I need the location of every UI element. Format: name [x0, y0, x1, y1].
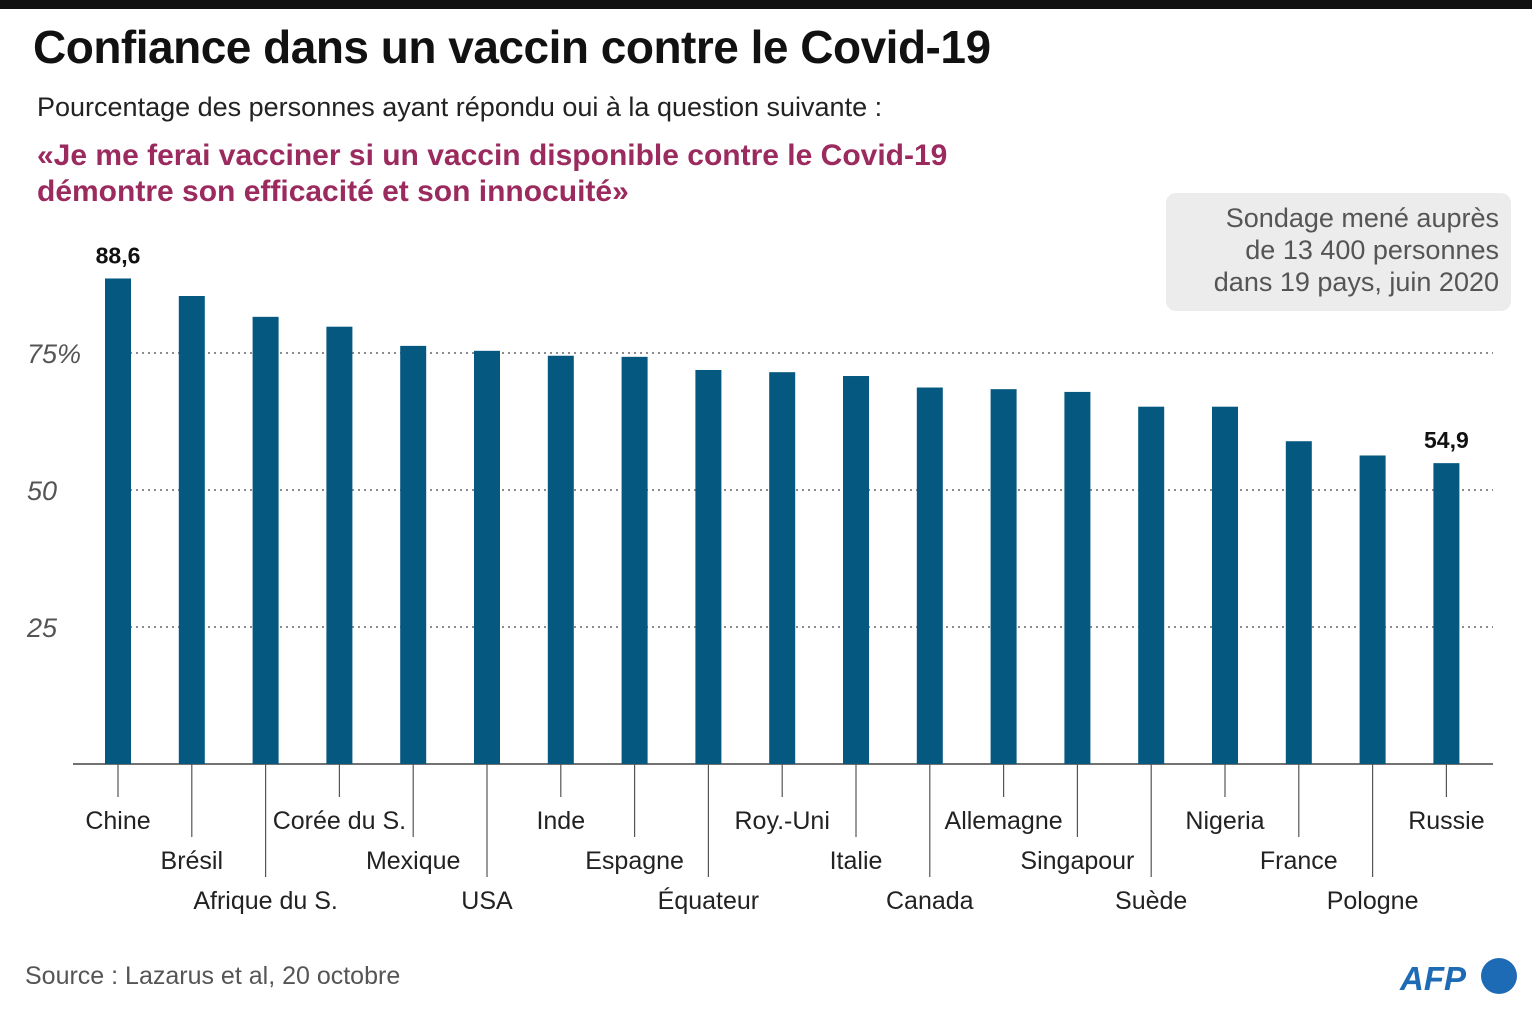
category-label-singapour: Singapour — [1020, 847, 1134, 875]
bar-roy-uni — [769, 372, 796, 764]
bar-cor-e-du-s — [326, 326, 353, 764]
chart-title: Confiance dans un vaccin contre le Covid… — [33, 21, 991, 73]
category-label-mexique: Mexique — [366, 847, 461, 875]
bar-italie — [843, 376, 869, 764]
category-label--quateur: Équateur — [658, 886, 759, 915]
category-label-inde: Inde — [536, 807, 585, 835]
category-label-russie: Russie — [1408, 807, 1484, 835]
top-rule — [0, 0, 1532, 9]
category-label-allemagne: Allemagne — [945, 807, 1063, 835]
bar-usa — [474, 350, 500, 764]
bar-espagne — [621, 356, 648, 764]
afp-logo-dot — [1481, 958, 1517, 994]
bar-canada — [916, 387, 943, 764]
survey-question-line-2: démontre son efficacité et son innocuité… — [37, 175, 629, 208]
bar--quateur — [695, 369, 722, 764]
survey-note-line-1: Sondage mené auprès — [1225, 203, 1499, 233]
category-label-pologne: Pologne — [1327, 887, 1419, 915]
category-label-afrique-du-s: Afrique du S. — [193, 887, 338, 915]
bar-mexique — [400, 345, 427, 764]
bar-france — [1285, 441, 1312, 764]
y-tick-label-25: 25 — [26, 613, 58, 643]
bar-br-sil — [178, 296, 205, 764]
survey-question: «Je me ferai vacciner si un vaccin dispo… — [37, 138, 1087, 210]
chart-subtitle: Pourcentage des personnes ayant répondu … — [37, 92, 883, 122]
bar-chine — [105, 278, 131, 764]
survey-note-box: Sondage mené auprès de 13 400 personnes … — [1166, 193, 1511, 311]
category-label-nigeria: Nigeria — [1185, 807, 1264, 835]
category-label-su-de: Suède — [1115, 887, 1187, 915]
category-label-canada: Canada — [886, 887, 974, 915]
afp-logo: AFP — [1399, 958, 1517, 997]
bar-afrique-du-s — [252, 316, 279, 764]
bar-pologne — [1359, 455, 1386, 764]
category-label-cor-e-du-s: Corée du S. — [273, 807, 406, 835]
afp-logo-text: AFP — [1399, 960, 1467, 997]
survey-note-line-3: dans 19 pays, juin 2020 — [1213, 267, 1499, 297]
data-label-chine: 88,6 — [96, 242, 141, 268]
y-tick-label-50: 50 — [27, 476, 57, 506]
bar-russie — [1433, 463, 1460, 764]
bar-singapour — [1064, 391, 1091, 764]
survey-note-line-2: de 13 400 personnes — [1245, 235, 1499, 265]
category-label-italie: Italie — [830, 847, 883, 875]
bar-su-de — [1138, 406, 1165, 764]
data-label-russie: 54,9 — [1424, 427, 1469, 453]
survey-question-line-1: «Je me ferai vacciner si un vaccin dispo… — [37, 139, 948, 172]
category-label-chine: Chine — [85, 807, 150, 835]
source-note: Source : Lazarus et al, 20 octobre — [25, 962, 401, 990]
y-tick-label-75: 75% — [27, 339, 81, 369]
category-label-roy-uni: Roy.-Uni — [735, 807, 830, 835]
category-label-usa: USA — [461, 887, 513, 915]
bar-nigeria — [1212, 406, 1238, 764]
category-label-br-sil: Brésil — [161, 847, 224, 875]
bar-inde — [547, 355, 574, 764]
category-label-espagne: Espagne — [585, 847, 684, 875]
bar-allemagne — [990, 389, 1017, 764]
category-label-france: France — [1260, 847, 1338, 875]
